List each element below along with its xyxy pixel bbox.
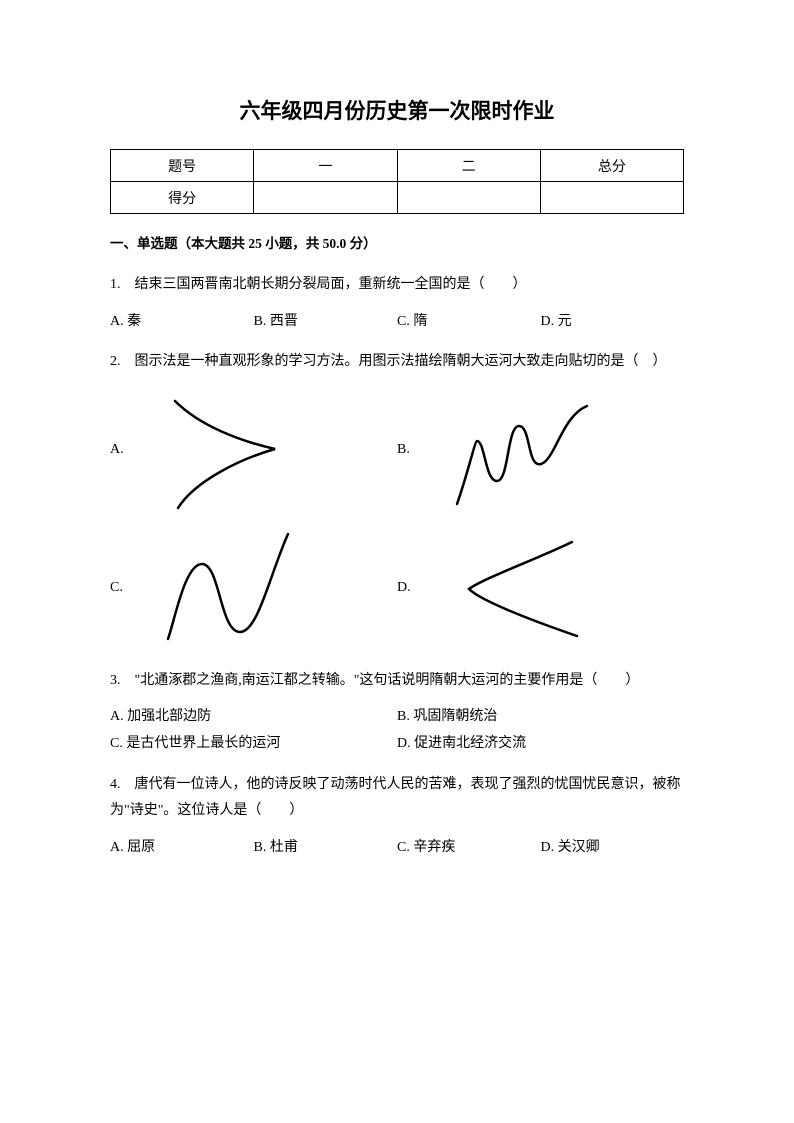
canal-shape-a-icon (140, 386, 310, 516)
option-c: C. 是古代世界上最长的运河 (110, 731, 397, 758)
diagram-cell-a: A. (110, 386, 397, 516)
option-b-label: B. (397, 437, 419, 464)
table-row: 得分 (111, 182, 684, 214)
options-row: A. 加强北部边防 B. 巩固隋朝统治 C. 是古代世界上最长的运河 D. 促进… (110, 704, 684, 757)
option-d: D. 关汉卿 (541, 835, 685, 862)
diagram-cell-b: B. (397, 386, 684, 516)
question-text: 1. 结束三国两晋南北朝长期分裂局面，重新统一全国的是（ ） (110, 272, 684, 299)
options-row: A. 屈原 B. 杜甫 C. 辛弃疾 D. 关汉卿 (110, 835, 684, 862)
question-4: 4. 唐代有一位诗人，他的诗反映了动荡时代人民的苦难，表现了强烈的忧国忧民意识，… (110, 772, 684, 862)
question-1: 1. 结束三国两晋南北朝长期分裂局面，重新统一全国的是（ ） A. 秦 B. 西… (110, 272, 684, 335)
option-b: B. 西晋 (254, 309, 398, 336)
option-a: A. 加强北部边防 (110, 704, 397, 731)
options-row: A. 秦 B. 西晋 C. 隋 D. 元 (110, 309, 684, 336)
question-3: 3. "北通涿郡之渔商,南运江都之转输。"这句话说明隋朝大运河的主要作用是（ ）… (110, 668, 684, 758)
question-text: 2. 图示法是一种直观形象的学习方法。用图示法描绘隋朝大运河大致走向贴切的是（ … (110, 349, 684, 376)
option-d: D. 促进南北经济交流 (397, 731, 684, 758)
option-c: C. 辛弃疾 (397, 835, 541, 862)
option-c: C. 隋 (397, 309, 541, 336)
th-one: 一 (254, 150, 397, 182)
question-text: 4. 唐代有一位诗人，他的诗反映了动荡时代人民的苦难，表现了强烈的忧国忧民意识，… (110, 772, 684, 825)
td-score-label: 得分 (111, 182, 254, 214)
canal-shape-c-icon (140, 524, 310, 654)
canal-shape-b-icon (427, 386, 597, 516)
question-text: 3. "北通涿郡之渔商,南运江都之转输。"这句话说明隋朝大运河的主要作用是（ ） (110, 668, 684, 695)
canal-shape-d-icon (427, 524, 597, 654)
diagram-cell-c: C. (110, 524, 397, 654)
td-score-one (254, 182, 397, 214)
option-b: B. 巩固隋朝统治 (397, 704, 684, 731)
option-c-label: C. (110, 575, 132, 602)
score-table: 题号 一 二 总分 得分 (110, 149, 684, 214)
th-total: 总分 (540, 150, 683, 182)
th-number: 题号 (111, 150, 254, 182)
option-a-label: A. (110, 437, 132, 464)
option-d-label: D. (397, 575, 419, 602)
question-2: 2. 图示法是一种直观形象的学习方法。用图示法描绘隋朝大运河大致走向贴切的是（ … (110, 349, 684, 654)
option-a: A. 屈原 (110, 835, 254, 862)
page-title: 六年级四月份历史第一次限时作业 (110, 95, 684, 125)
diagram-cell-d: D. (397, 524, 684, 654)
option-a: A. 秦 (110, 309, 254, 336)
section-header: 一、单选题（本大题共 25 小题，共 50.0 分） (110, 232, 684, 252)
option-b: B. 杜甫 (254, 835, 398, 862)
diagram-row: A. B. (110, 386, 684, 516)
th-two: 二 (397, 150, 540, 182)
td-score-two (397, 182, 540, 214)
option-d: D. 元 (541, 309, 685, 336)
diagram-row: C. D. (110, 524, 684, 654)
table-row: 题号 一 二 总分 (111, 150, 684, 182)
td-score-total (540, 182, 683, 214)
